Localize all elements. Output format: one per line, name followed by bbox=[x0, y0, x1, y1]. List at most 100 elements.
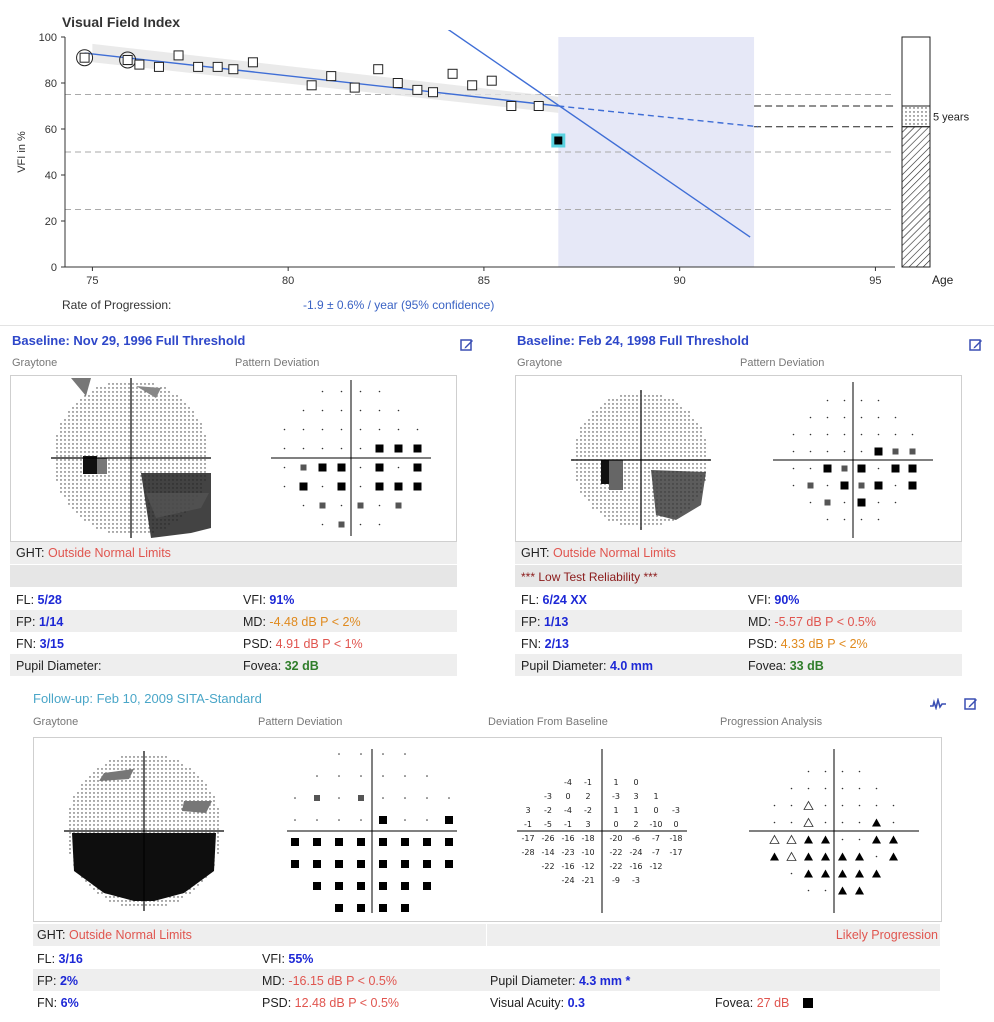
edit-icon[interactable] bbox=[969, 338, 983, 352]
x-tick-label: 90 bbox=[674, 275, 686, 287]
deviation-value: -10 bbox=[581, 848, 594, 857]
deviation-value: -17 bbox=[669, 848, 682, 857]
progression-triangle bbox=[804, 835, 813, 844]
reliability-row bbox=[10, 565, 457, 587]
trend-line bbox=[447, 30, 751, 238]
progression-analysis-label: Progression Analysis bbox=[720, 716, 823, 728]
baseline-point-circle bbox=[76, 49, 94, 67]
deviation-value: 0 bbox=[673, 820, 678, 829]
progression-half-triangle bbox=[786, 851, 797, 861]
progression-chart-icon[interactable] bbox=[930, 698, 946, 710]
progression-triangle bbox=[855, 886, 864, 895]
data-point bbox=[447, 68, 458, 79]
deviation-from-baseline-label: Deviation From Baseline bbox=[488, 716, 608, 728]
ght-row: GHT: Outside Normal Limits bbox=[515, 542, 962, 564]
baseline2-plots bbox=[515, 375, 962, 542]
progression-half-triangle bbox=[786, 834, 797, 844]
y-tick-label: 40 bbox=[45, 170, 57, 182]
graytone-label: Graytone bbox=[517, 357, 563, 369]
deviation-value: 0 bbox=[653, 806, 658, 815]
deviation-value: 1 bbox=[613, 806, 618, 815]
followup-plots: -4 -1 1 0 -3 0 2 -3 3 1 3 -2 -4 -2 1 1 0 -3 -1 -5 -1 3 0 2 -10 0-… bbox=[33, 737, 942, 922]
data-point bbox=[134, 59, 145, 70]
deviation-value: -6 bbox=[632, 834, 640, 843]
data-point bbox=[193, 61, 204, 72]
data-point bbox=[349, 82, 360, 93]
deviation-value: -26 bbox=[541, 834, 554, 843]
deviation-value: -22 bbox=[609, 848, 622, 857]
five-years-label: 5 years bbox=[933, 111, 970, 123]
age-bar-current bbox=[901, 126, 931, 268]
data-point bbox=[392, 78, 403, 88]
deviation-from-baseline-plot: -4 -1 1 0-3 0 2 -3 3 13 -2 -4 -2 1 1 0 -3-1 -5 -1 3 0 2 -10 0-… bbox=[517, 749, 687, 913]
pattern-deviation-plot bbox=[773, 382, 933, 538]
graytone-label: Graytone bbox=[33, 716, 79, 728]
data-point bbox=[173, 50, 184, 61]
deviation-value: -16 bbox=[561, 862, 574, 871]
progression-triangle bbox=[804, 852, 813, 861]
deviation-value: 1 bbox=[633, 806, 638, 815]
graytone-label: Graytone bbox=[12, 357, 58, 369]
edit-icon[interactable] bbox=[460, 338, 474, 352]
x-tick-label: 95 bbox=[869, 275, 881, 287]
deviation-value: -10 bbox=[649, 820, 662, 829]
deviation-value: -9 bbox=[612, 876, 620, 885]
age-bar-projection bbox=[901, 105, 931, 128]
x-tick-label: 80 bbox=[282, 275, 294, 287]
deviation-value: -7 bbox=[652, 834, 660, 843]
x-tick-label: 85 bbox=[478, 275, 490, 287]
progression-status: Likely Progression bbox=[835, 928, 938, 942]
ght-status: Outside Normal Limits bbox=[47, 546, 171, 560]
deviation-value: -4 bbox=[564, 806, 572, 815]
graytone-plot bbox=[51, 378, 211, 538]
progression-triangle bbox=[872, 869, 881, 878]
pattern-deviation-label: Pattern Deviation bbox=[258, 716, 343, 728]
ght-status: Outside Normal Limits bbox=[552, 546, 676, 560]
data-point bbox=[506, 101, 517, 111]
pattern-deviation-plot bbox=[271, 380, 431, 536]
progression-triangle bbox=[821, 852, 830, 861]
deviation-value: -18 bbox=[669, 834, 682, 843]
rate-value: -1.9 ± 0.6% / year (95% confidence) bbox=[303, 298, 495, 312]
y-axis-label: VFI in % bbox=[16, 131, 28, 173]
progression-triangle bbox=[872, 835, 881, 844]
edit-icon[interactable] bbox=[964, 697, 978, 711]
deviation-value: -1 bbox=[564, 820, 572, 829]
x-tick-label: 75 bbox=[86, 275, 98, 287]
progression-triangle bbox=[838, 852, 847, 861]
data-point bbox=[428, 87, 439, 98]
followup-stats: FL: 3/16 FP: 2% FN: 6% VFI: 55% MD: -16.… bbox=[33, 947, 940, 1017]
data-point bbox=[412, 84, 423, 95]
deviation-value: -22 bbox=[541, 862, 554, 871]
confidence-band bbox=[92, 43, 559, 113]
latest-point bbox=[554, 136, 563, 145]
deviation-value: -22 bbox=[609, 862, 622, 871]
deviation-value: 3 bbox=[525, 806, 530, 815]
progression-triangle bbox=[838, 869, 847, 878]
deviation-value: -14 bbox=[541, 848, 554, 857]
fovea-marker bbox=[802, 998, 813, 1008]
pattern-deviation-label: Pattern Deviation bbox=[235, 357, 320, 369]
deviation-value: 0 bbox=[613, 820, 618, 829]
progression-triangle bbox=[770, 852, 779, 861]
trend-line bbox=[558, 105, 759, 128]
deviation-value: -3 bbox=[544, 792, 552, 801]
deviation-value: -7 bbox=[652, 848, 660, 857]
deviation-value: -12 bbox=[581, 862, 594, 871]
data-point bbox=[153, 61, 164, 72]
deviation-value: -16 bbox=[561, 834, 574, 843]
y-tick-label: 80 bbox=[45, 78, 57, 90]
deviation-value: 3 bbox=[633, 792, 638, 801]
data-point bbox=[247, 57, 258, 68]
baseline2-stats: FL: 6/24 XX FP: 1/13 FN: 2/13 Pupil Diam… bbox=[515, 588, 962, 678]
y-tick-label: 60 bbox=[45, 124, 57, 136]
deviation-value: 2 bbox=[633, 820, 638, 829]
progression-triangle bbox=[804, 869, 813, 878]
progression-half-triangle bbox=[803, 800, 814, 810]
y-tick-label: 20 bbox=[45, 216, 57, 228]
deviation-value: 3 bbox=[585, 820, 590, 829]
deviation-value: -18 bbox=[581, 834, 594, 843]
chart-title: Visual Field Index bbox=[62, 14, 181, 30]
followup-title: Follow-up: Feb 10, 2009 SITA-Standard bbox=[33, 691, 262, 706]
y-tick-label: 100 bbox=[39, 32, 57, 44]
